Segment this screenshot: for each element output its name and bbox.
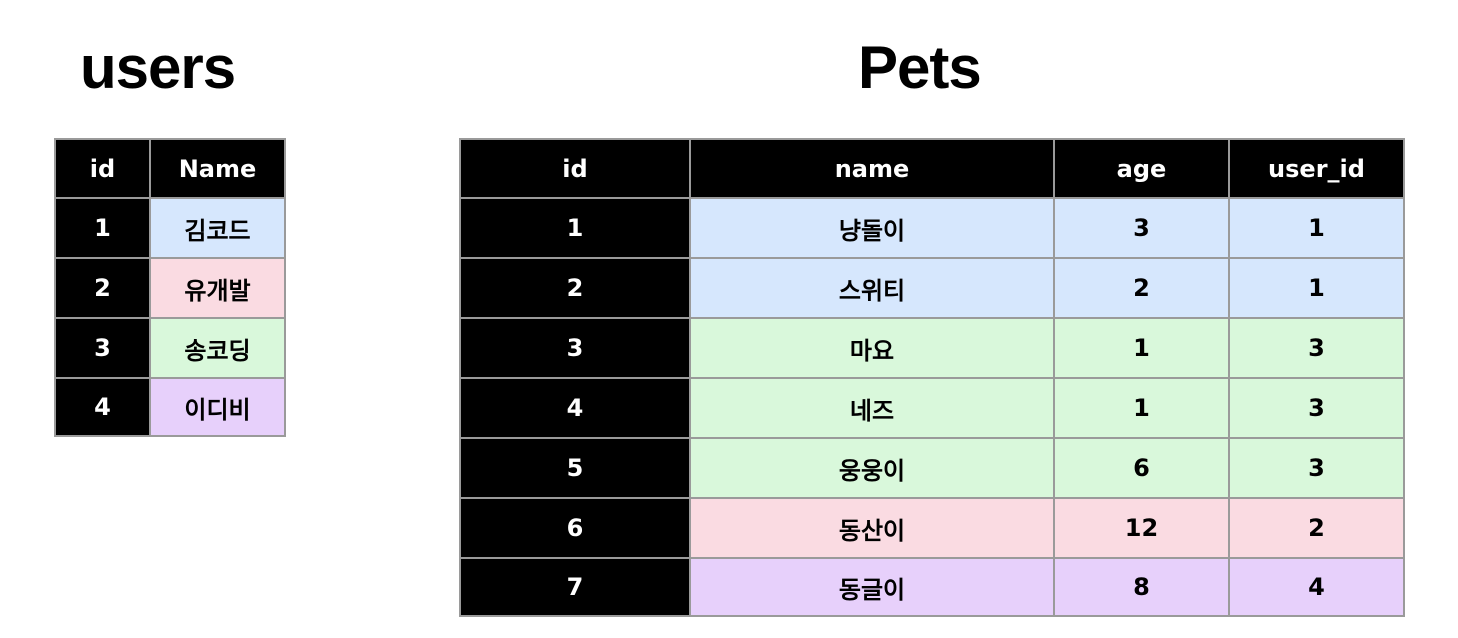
pets-row-2-id: 2 <box>459 257 691 319</box>
users-row-1-id: 1 <box>54 197 151 259</box>
pets-row-3: 3 마요 1 3 <box>459 317 1405 379</box>
pets-row-5: 5 웅웅이 6 3 <box>459 437 1405 499</box>
users-row-3-name: 송코딩 <box>149 317 286 379</box>
users-row-3-id: 3 <box>54 317 151 379</box>
pets-row-3-id: 3 <box>459 317 691 379</box>
pets-table-title: Pets <box>858 34 982 101</box>
pets-row-4: 4 네즈 1 3 <box>459 377 1405 439</box>
users-header-name: Name <box>149 138 286 199</box>
users-table-title: users <box>80 34 236 101</box>
pets-header-user-id: user_id <box>1228 138 1405 199</box>
pets-row-2-user-id: 1 <box>1228 257 1405 319</box>
pets-row-4-name: 네즈 <box>689 377 1055 439</box>
pets-header-age: age <box>1053 138 1230 199</box>
users-row-4-name: 이디비 <box>149 377 286 437</box>
pets-row-2-name: 스위티 <box>689 257 1055 319</box>
pets-row-2: 2 스위티 2 1 <box>459 257 1405 319</box>
users-row-4-id: 4 <box>54 377 151 437</box>
pets-row-6-name: 동산이 <box>689 497 1055 559</box>
pets-row-1: 1 냥돌이 3 1 <box>459 197 1405 259</box>
pets-row-5-user-id: 3 <box>1228 437 1405 499</box>
users-header-id: id <box>54 138 151 199</box>
pets-row-5-age: 6 <box>1053 437 1230 499</box>
pets-row-4-user-id: 3 <box>1228 377 1405 439</box>
pets-row-7-user-id: 4 <box>1228 557 1405 617</box>
pets-row-4-age: 1 <box>1053 377 1230 439</box>
pets-table: id name age user_id 1 냥돌이 3 1 2 스위티 2 1 … <box>459 138 1405 617</box>
users-row-3: 3 송코딩 <box>54 317 286 379</box>
pets-row-6-user-id: 2 <box>1228 497 1405 559</box>
pets-row-5-id: 5 <box>459 437 691 499</box>
pets-row-2-age: 2 <box>1053 257 1230 319</box>
pets-row-7-age: 8 <box>1053 557 1230 617</box>
users-row-1-name: 김코드 <box>149 197 286 259</box>
pets-row-7-name: 동글이 <box>689 557 1055 617</box>
pets-row-6: 6 동산이 12 2 <box>459 497 1405 559</box>
pets-row-4-id: 4 <box>459 377 691 439</box>
users-row-4: 4 이디비 <box>54 377 286 437</box>
pets-row-6-id: 6 <box>459 497 691 559</box>
users-header-row: id Name <box>54 138 286 199</box>
pets-row-1-user-id: 1 <box>1228 197 1405 259</box>
pets-header-name: name <box>689 138 1055 199</box>
pets-row-1-id: 1 <box>459 197 691 259</box>
pets-header-id: id <box>459 138 691 199</box>
users-row-2-name: 유개발 <box>149 257 286 319</box>
users-table: id Name 1 김코드 2 유개발 3 송코딩 4 이디비 <box>54 138 286 437</box>
pets-row-1-name: 냥돌이 <box>689 197 1055 259</box>
pets-header-row: id name age user_id <box>459 138 1405 199</box>
users-row-1: 1 김코드 <box>54 197 286 259</box>
pets-row-6-age: 12 <box>1053 497 1230 559</box>
users-row-2: 2 유개발 <box>54 257 286 319</box>
pets-row-7: 7 동글이 8 4 <box>459 557 1405 617</box>
pets-row-3-name: 마요 <box>689 317 1055 379</box>
pets-row-7-id: 7 <box>459 557 691 617</box>
pets-row-3-age: 1 <box>1053 317 1230 379</box>
pets-row-1-age: 3 <box>1053 197 1230 259</box>
users-row-2-id: 2 <box>54 257 151 319</box>
pets-row-5-name: 웅웅이 <box>689 437 1055 499</box>
pets-row-3-user-id: 3 <box>1228 317 1405 379</box>
